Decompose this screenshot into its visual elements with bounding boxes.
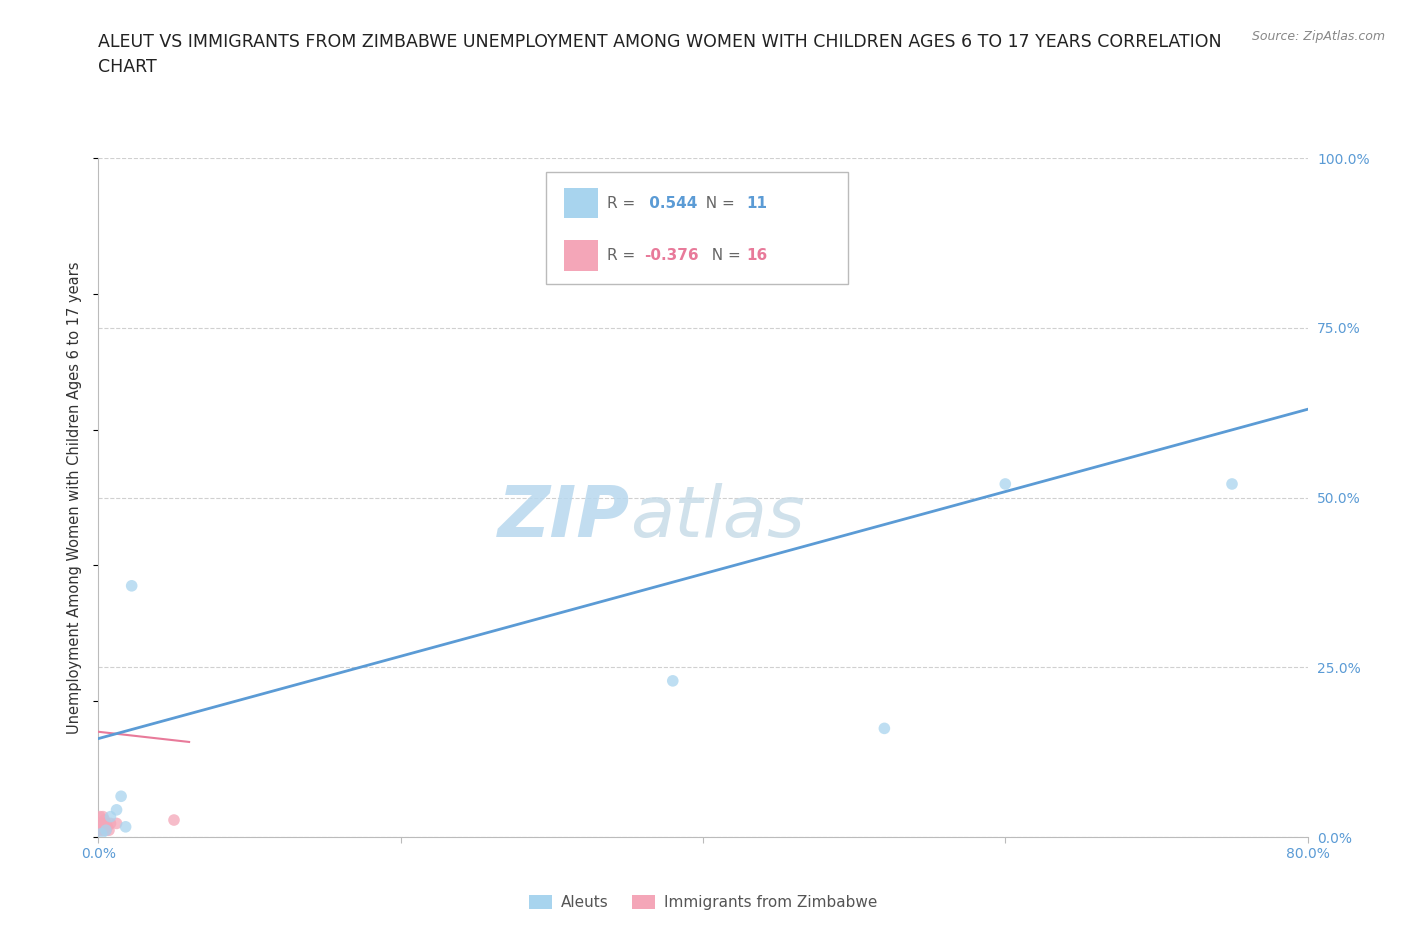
Y-axis label: Unemployment Among Women with Children Ages 6 to 17 years: Unemployment Among Women with Children A… <box>67 261 83 734</box>
Point <box>93 813 115 828</box>
Point <box>100 816 122 830</box>
Text: R =: R = <box>607 195 641 210</box>
Text: ZIP: ZIP <box>498 484 630 552</box>
Text: N =: N = <box>702 248 745 263</box>
Point <box>91 809 114 824</box>
Point <box>662 673 685 688</box>
Text: CHART: CHART <box>98 58 157 75</box>
Point <box>91 823 114 838</box>
Point <box>90 826 112 841</box>
Text: 11: 11 <box>747 195 768 210</box>
Point <box>1220 476 1243 491</box>
Text: N =: N = <box>696 195 740 210</box>
Point <box>87 816 110 830</box>
Point <box>93 819 115 834</box>
Point <box>96 819 118 834</box>
Point <box>994 476 1017 491</box>
Point <box>114 819 136 834</box>
FancyBboxPatch shape <box>546 172 848 284</box>
FancyBboxPatch shape <box>564 241 598 271</box>
Text: ALEUT VS IMMIGRANTS FROM ZIMBABWE UNEMPLOYMENT AMONG WOMEN WITH CHILDREN AGES 6 : ALEUT VS IMMIGRANTS FROM ZIMBABWE UNEMPL… <box>98 33 1222 50</box>
Text: R =: R = <box>607 248 641 263</box>
Point <box>90 816 112 830</box>
Text: 16: 16 <box>747 248 768 263</box>
Point <box>89 823 111 838</box>
Point <box>105 803 128 817</box>
Point <box>94 816 117 830</box>
Point <box>94 823 117 838</box>
Point <box>87 823 110 838</box>
Point <box>110 789 132 804</box>
Text: Source: ZipAtlas.com: Source: ZipAtlas.com <box>1251 30 1385 43</box>
Point <box>121 578 143 593</box>
Text: 0.544: 0.544 <box>644 195 697 210</box>
Legend: Aleuts, Immigrants from Zimbabwe: Aleuts, Immigrants from Zimbabwe <box>522 887 884 918</box>
Point <box>163 813 186 828</box>
Point <box>100 809 122 824</box>
Text: atlas: atlas <box>630 484 806 552</box>
FancyBboxPatch shape <box>564 188 598 219</box>
Point <box>94 823 117 838</box>
Point <box>98 823 121 838</box>
Point <box>873 721 896 736</box>
Point <box>89 809 111 824</box>
Text: -0.376: -0.376 <box>644 248 699 263</box>
Point <box>105 816 128 830</box>
